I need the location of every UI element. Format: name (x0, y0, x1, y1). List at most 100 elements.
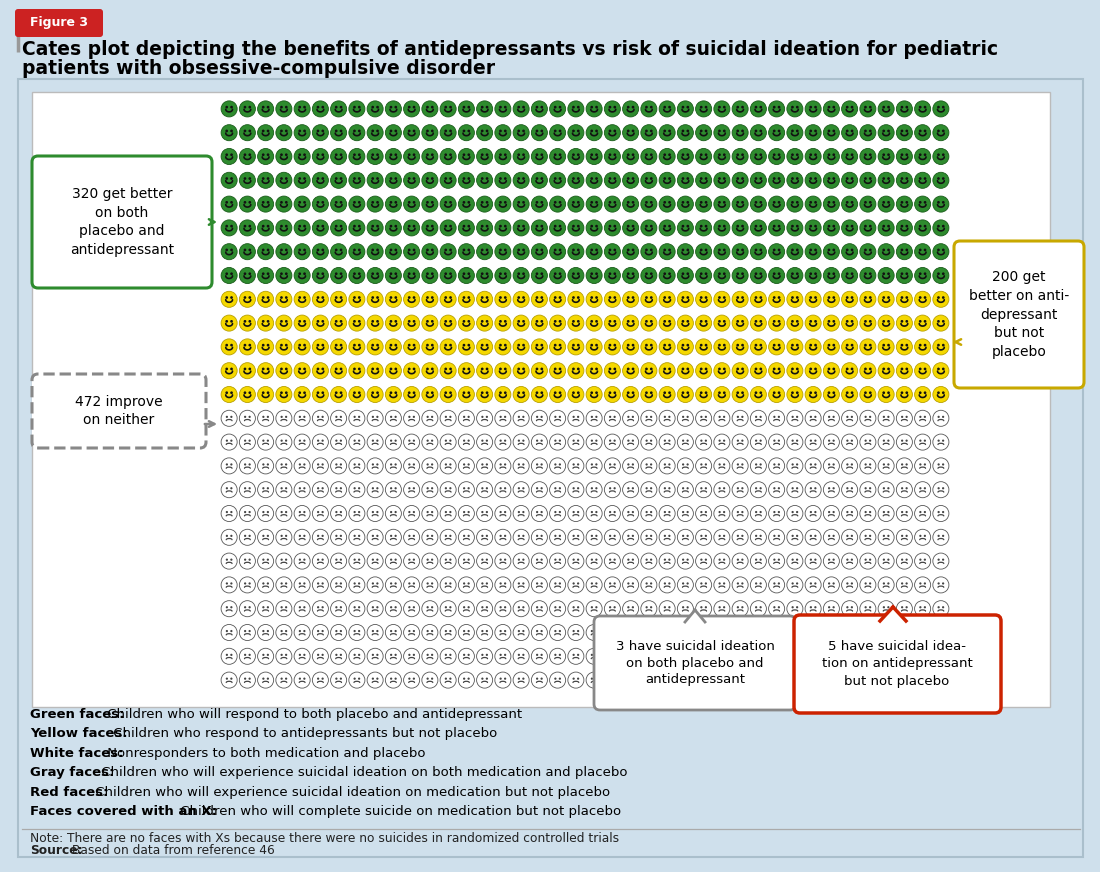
Circle shape (883, 511, 886, 514)
Circle shape (869, 368, 871, 371)
Circle shape (390, 582, 393, 584)
Circle shape (559, 487, 561, 489)
Circle shape (678, 624, 693, 641)
Circle shape (568, 268, 584, 283)
Circle shape (404, 268, 420, 283)
Circle shape (495, 268, 510, 283)
Circle shape (805, 243, 822, 260)
Circle shape (591, 559, 593, 561)
Circle shape (499, 153, 502, 156)
Circle shape (641, 268, 657, 283)
Circle shape (550, 386, 565, 403)
Circle shape (833, 106, 835, 108)
Circle shape (686, 296, 689, 299)
Circle shape (385, 339, 402, 355)
Circle shape (554, 559, 557, 561)
Circle shape (750, 553, 767, 569)
Circle shape (686, 225, 689, 228)
Circle shape (678, 315, 693, 331)
Circle shape (650, 392, 652, 394)
Circle shape (531, 315, 548, 331)
Circle shape (878, 220, 894, 236)
Circle shape (495, 672, 510, 688)
Circle shape (641, 624, 657, 641)
Circle shape (733, 268, 748, 283)
Circle shape (718, 582, 721, 584)
Circle shape (353, 606, 355, 609)
Circle shape (714, 315, 730, 331)
Circle shape (623, 506, 639, 521)
Circle shape (459, 339, 474, 355)
Circle shape (888, 392, 890, 394)
Circle shape (920, 439, 922, 442)
Circle shape (221, 315, 238, 331)
Circle shape (883, 463, 886, 466)
Circle shape (645, 272, 648, 275)
Circle shape (468, 487, 470, 489)
Circle shape (230, 392, 233, 394)
Circle shape (578, 630, 580, 632)
Circle shape (408, 392, 410, 394)
Circle shape (244, 439, 246, 442)
Circle shape (404, 577, 420, 593)
Circle shape (522, 582, 525, 584)
Circle shape (695, 339, 712, 355)
Circle shape (385, 148, 402, 165)
Circle shape (714, 243, 730, 260)
Circle shape (412, 439, 415, 442)
Circle shape (924, 559, 926, 561)
Circle shape (937, 559, 939, 561)
Circle shape (718, 272, 721, 275)
Circle shape (937, 344, 939, 346)
Circle shape (389, 201, 393, 204)
Circle shape (463, 511, 465, 514)
Circle shape (285, 678, 287, 680)
Circle shape (349, 173, 365, 188)
Circle shape (888, 582, 890, 584)
Circle shape (395, 153, 397, 156)
Circle shape (221, 410, 238, 426)
Circle shape (572, 559, 575, 561)
Circle shape (701, 416, 703, 418)
Circle shape (499, 487, 502, 489)
Circle shape (572, 201, 575, 204)
Circle shape (427, 630, 429, 632)
Circle shape (240, 220, 255, 236)
Circle shape (536, 201, 538, 204)
Circle shape (924, 392, 926, 394)
Circle shape (733, 458, 748, 473)
Circle shape (482, 654, 484, 656)
Circle shape (755, 606, 757, 609)
Circle shape (244, 487, 246, 489)
Circle shape (741, 320, 744, 323)
Circle shape (750, 434, 767, 450)
Circle shape (942, 654, 944, 656)
Circle shape (468, 153, 470, 156)
Circle shape (395, 654, 397, 656)
Circle shape (614, 130, 616, 133)
Circle shape (358, 392, 361, 394)
Circle shape (372, 177, 374, 180)
Circle shape (404, 624, 420, 641)
Circle shape (814, 606, 816, 609)
Circle shape (924, 654, 926, 656)
Circle shape (810, 392, 812, 394)
Circle shape (463, 272, 465, 275)
Circle shape (714, 173, 730, 188)
Circle shape (695, 291, 712, 307)
Circle shape (627, 153, 629, 156)
Circle shape (682, 582, 684, 584)
Circle shape (262, 177, 265, 180)
Circle shape (850, 249, 854, 251)
Circle shape (814, 487, 816, 489)
Circle shape (773, 320, 776, 323)
Circle shape (404, 386, 420, 403)
Circle shape (733, 529, 748, 545)
Circle shape (390, 606, 393, 609)
Circle shape (905, 582, 908, 584)
Circle shape (340, 463, 342, 466)
Circle shape (389, 177, 393, 180)
Circle shape (686, 106, 689, 108)
Circle shape (755, 249, 757, 251)
Circle shape (221, 458, 238, 473)
